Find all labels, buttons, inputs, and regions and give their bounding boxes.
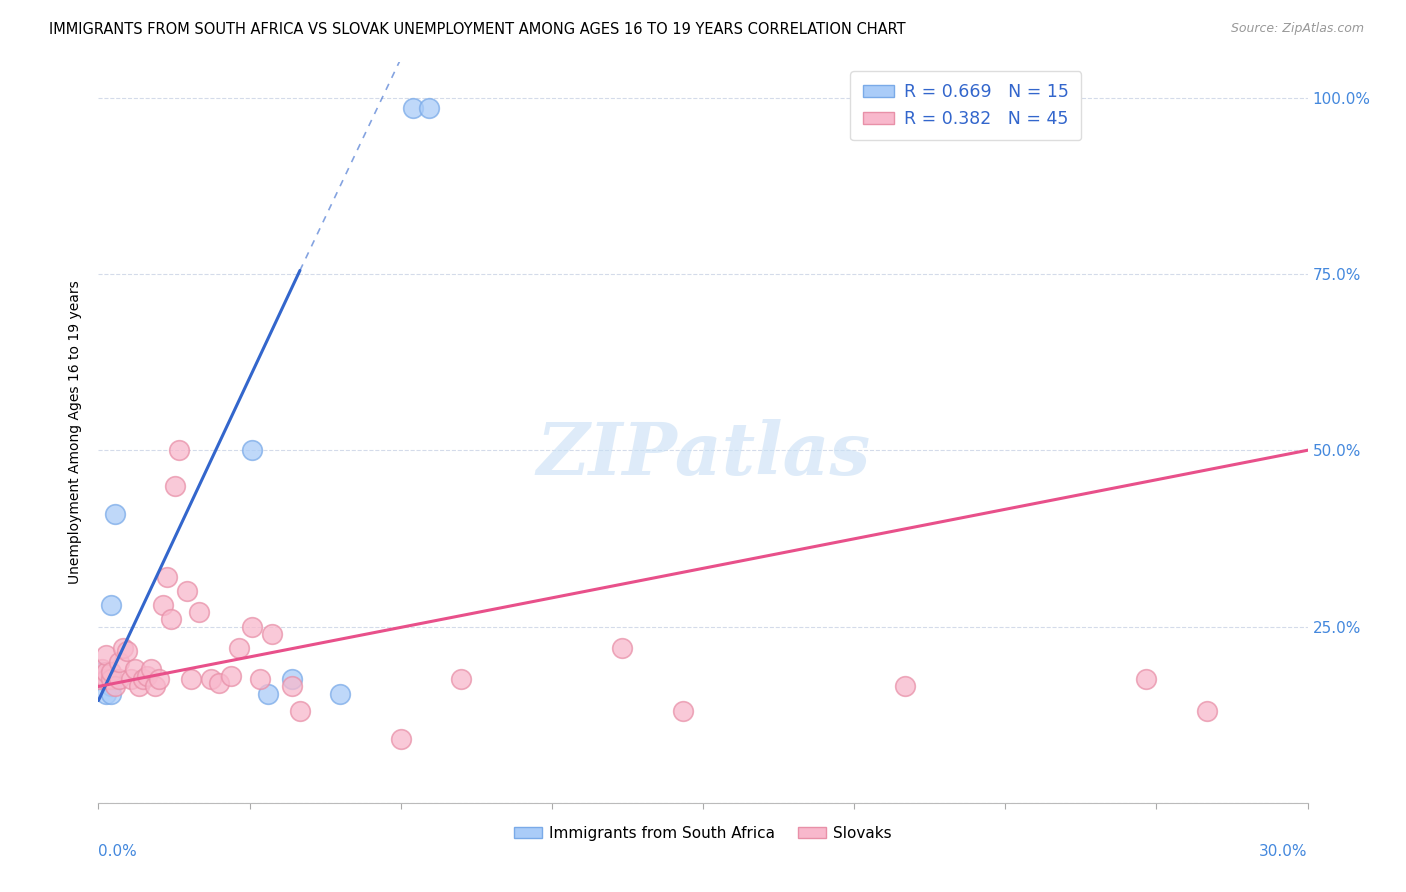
Point — [120, 673, 142, 687]
Point — [96, 686, 118, 700]
Point — [103, 507, 125, 521]
Text: IMMIGRANTS FROM SOUTH AFRICA VS SLOVAK UNEMPLOYMENT AMONG AGES 16 TO 19 YEARS CO: IMMIGRANTS FROM SOUTH AFRICA VS SLOVAK U… — [49, 22, 905, 37]
Point — [1195, 704, 1218, 718]
Text: ZIPatlas: ZIPatlas — [536, 419, 870, 491]
Point — [240, 619, 263, 633]
Point — [402, 101, 425, 115]
Point — [329, 686, 352, 700]
Point — [91, 669, 114, 683]
Point — [139, 662, 162, 676]
Y-axis label: Unemployment Among Ages 16 to 19 years: Unemployment Among Ages 16 to 19 years — [69, 281, 83, 584]
Point — [132, 673, 155, 687]
Point — [128, 680, 150, 694]
Point — [260, 626, 283, 640]
Point — [107, 655, 129, 669]
Point — [100, 599, 122, 613]
Point — [89, 673, 111, 687]
Point — [148, 673, 170, 687]
Point — [176, 584, 198, 599]
Point — [100, 665, 122, 680]
Point — [221, 669, 243, 683]
Point — [200, 673, 222, 687]
Point — [281, 680, 304, 694]
Point — [450, 673, 472, 687]
Text: Source: ZipAtlas.com: Source: ZipAtlas.com — [1230, 22, 1364, 36]
Point — [89, 673, 111, 687]
Point — [180, 673, 202, 687]
Point — [96, 665, 118, 680]
Point — [288, 704, 311, 718]
Point — [124, 662, 146, 676]
Point — [91, 662, 114, 676]
Point — [256, 686, 278, 700]
Point — [240, 443, 263, 458]
Point — [167, 443, 190, 458]
Point — [160, 612, 183, 626]
Point — [93, 673, 115, 687]
Point — [135, 669, 157, 683]
Point — [672, 704, 695, 718]
Point — [96, 648, 118, 662]
Point — [208, 676, 231, 690]
Point — [96, 673, 118, 687]
Point — [103, 680, 125, 694]
Point — [1135, 673, 1157, 687]
Point — [91, 665, 114, 680]
Point — [281, 673, 304, 687]
Point — [100, 673, 122, 687]
Point — [893, 680, 915, 694]
Point — [163, 478, 186, 492]
Point — [152, 599, 174, 613]
Point — [188, 606, 211, 620]
Text: 0.0%: 0.0% — [98, 844, 138, 858]
Point — [115, 644, 138, 658]
Point — [111, 640, 134, 655]
Point — [100, 686, 122, 700]
Point — [156, 570, 179, 584]
Point — [612, 640, 634, 655]
Point — [228, 640, 250, 655]
Point — [418, 101, 440, 115]
Point — [100, 680, 122, 694]
Point — [143, 680, 166, 694]
Point — [107, 673, 129, 687]
Text: 30.0%: 30.0% — [1260, 844, 1308, 858]
Legend: Immigrants from South Africa, Slovaks: Immigrants from South Africa, Slovaks — [508, 820, 898, 847]
Point — [389, 732, 412, 747]
Point — [249, 673, 271, 687]
Point — [96, 673, 118, 687]
